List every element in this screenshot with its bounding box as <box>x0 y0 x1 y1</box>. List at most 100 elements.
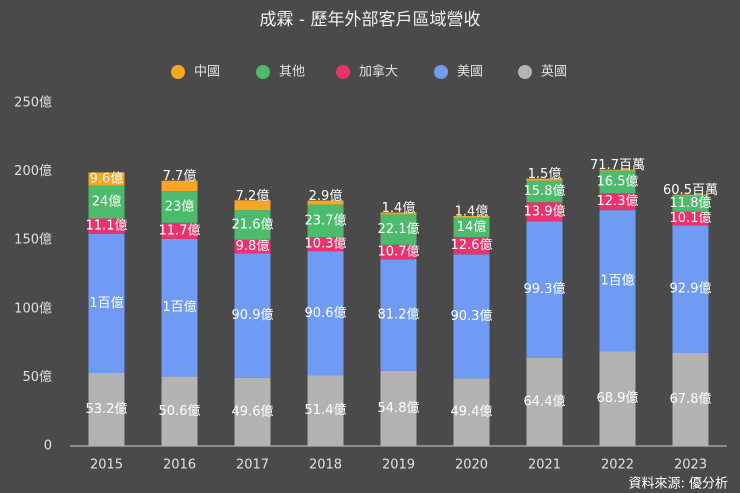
x-tick-label: 2020 <box>455 458 488 473</box>
y-tick-label: 200億 <box>14 163 52 179</box>
legend-label: 美國 <box>457 65 483 80</box>
bar-segment <box>234 239 271 254</box>
legend-swatch <box>171 65 185 79</box>
data-label: 2.9億 <box>309 188 343 204</box>
bar-segment <box>526 180 563 203</box>
bar-segment <box>161 222 198 239</box>
bar-segment <box>161 180 198 192</box>
bar-segment <box>307 237 344 252</box>
bar-segment <box>234 253 271 378</box>
data-label: 7.2億 <box>236 188 270 204</box>
data-label: 49.6億 <box>232 403 274 419</box>
data-label: 7.7億 <box>163 168 197 184</box>
bar-segment <box>453 378 490 446</box>
data-label: 21.6億 <box>232 216 274 232</box>
data-label: 12.6億 <box>451 237 493 253</box>
bar-segment <box>234 210 271 240</box>
data-label: 11.7億 <box>159 222 201 238</box>
bar-segment <box>307 200 344 205</box>
data-label: 22.1億 <box>378 221 420 237</box>
bar-segment <box>88 233 125 374</box>
bar-segment <box>161 191 198 223</box>
bar-segment <box>599 193 636 211</box>
bar-segment <box>307 375 344 446</box>
legend-label: 中國 <box>194 65 220 80</box>
x-tick-label: 2018 <box>309 458 342 473</box>
bar-segment <box>88 218 125 234</box>
x-tick-label: 2023 <box>674 458 707 473</box>
legend-swatch <box>518 65 532 79</box>
bar-segment <box>526 202 563 222</box>
data-label: 15.8億 <box>524 183 566 199</box>
data-label: 53.2億 <box>86 401 128 417</box>
data-label: 13.9億 <box>524 203 566 219</box>
bar-segment <box>672 225 709 353</box>
data-label: 90.3億 <box>451 308 493 324</box>
bar-segment <box>599 169 636 171</box>
bar-segment <box>526 178 563 181</box>
bar-segment <box>380 370 417 446</box>
data-label: 67.8億 <box>670 391 712 407</box>
bar-segment <box>672 352 709 446</box>
chart-title: 成霖 - 歷年外部客戶區域營收 <box>260 10 481 30</box>
bar-segment <box>380 212 417 215</box>
y-tick-label: 150億 <box>14 232 52 248</box>
bar-segment <box>307 204 344 238</box>
data-label: 92.9億 <box>670 281 712 297</box>
data-label: 16.5億 <box>597 173 639 189</box>
data-label: 24億 <box>92 194 122 210</box>
bar-segment <box>599 170 636 194</box>
data-label: 90.6億 <box>305 305 347 321</box>
data-label: 50.6億 <box>159 403 201 419</box>
data-label: 9.6億 <box>90 171 124 187</box>
bar-segment <box>526 357 563 446</box>
data-label: 1.4億 <box>455 203 489 219</box>
bar-segment <box>672 195 709 212</box>
x-tick-label: 2017 <box>236 458 269 473</box>
data-label: 23億 <box>165 198 195 214</box>
x-tick-label: 2022 <box>601 458 634 473</box>
bar-segment <box>88 172 125 186</box>
source-note: 資料來源: 優分析 <box>628 477 728 492</box>
x-tick-label: 2019 <box>382 458 415 473</box>
bar-segment <box>453 237 490 255</box>
bar-segment <box>453 215 490 218</box>
legend-label: 英國 <box>541 65 567 80</box>
bar-segment <box>161 376 198 446</box>
data-label: 54.8億 <box>378 400 420 416</box>
bar-segment <box>672 211 709 226</box>
y-tick-label: 50億 <box>22 369 52 385</box>
y-tick-label: 250億 <box>14 95 52 111</box>
bar-segment <box>453 217 490 238</box>
x-tick-label: 2016 <box>163 458 196 473</box>
bar-segment <box>234 200 271 211</box>
bar-segment <box>88 373 125 446</box>
bar-segment <box>453 254 490 379</box>
legend-swatch <box>256 65 270 79</box>
bar-segment <box>234 377 271 446</box>
data-label: 81.2億 <box>378 307 420 323</box>
data-label: 10.7億 <box>378 244 420 260</box>
data-label: 49.4億 <box>451 404 493 420</box>
data-label: 10.3億 <box>305 236 347 252</box>
bar-segment <box>88 185 125 219</box>
data-label: 51.4億 <box>305 402 347 418</box>
bar-segment <box>380 244 417 260</box>
y-tick-label: 0 <box>44 439 52 454</box>
data-label: 1百億 <box>89 295 123 311</box>
data-label: 1.5億 <box>528 166 562 182</box>
data-label: 1百億 <box>162 299 196 315</box>
data-label: 99.3億 <box>524 281 566 297</box>
x-tick-label: 2015 <box>90 458 123 473</box>
data-label: 23.7億 <box>305 212 347 228</box>
legend-swatch <box>434 65 448 79</box>
bar-segment <box>672 194 709 196</box>
bar-segment <box>307 251 344 376</box>
data-label: 14億 <box>457 219 487 235</box>
data-label: 60.5百萬 <box>663 183 718 198</box>
y-tick-label: 100億 <box>14 300 52 316</box>
data-label: 11.8億 <box>670 195 712 211</box>
bar-segment <box>161 238 198 377</box>
bar-segment <box>599 351 636 446</box>
